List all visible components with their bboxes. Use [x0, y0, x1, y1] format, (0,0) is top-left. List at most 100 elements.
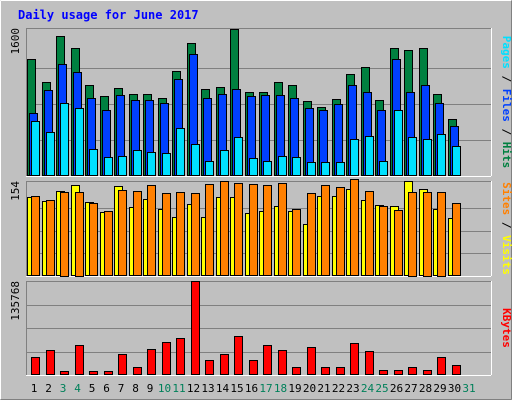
bar-sites-day-29 [437, 192, 446, 277]
x-tick-label-day-30: 30 [448, 382, 461, 395]
bar-pages-day-1 [31, 121, 40, 176]
bar-kbytes-day-18 [278, 350, 287, 375]
bar-pages-day-4 [75, 108, 84, 176]
bar-kbytes-day-14 [220, 354, 229, 375]
x-tick-label-day-22: 22 [332, 382, 345, 395]
bar-pages-day-9 [147, 152, 156, 176]
x-axis-day-labels: 1 2 3 4 5 6 7 8 9 10 11 12 13 14 15 16 17 18 19 20 21 22 23 24 2… [31, 382, 476, 395]
bar-kbytes-day-29 [437, 357, 446, 375]
bar-sites-day-11 [176, 192, 185, 276]
bar-pages-day-17 [263, 161, 272, 176]
x-tick-label-day-13: 13 [201, 382, 214, 395]
x-tick-label-day-8: 8 [132, 382, 139, 395]
chart-panels: 1600 Pages / Files / Hits 154 Sites / Visit… [9, 28, 512, 376]
x-tick-label-day-23: 23 [346, 382, 359, 395]
bar-kbytes-day-6 [104, 371, 113, 375]
bar-kbytes-day-13 [205, 360, 214, 375]
bar-pages-day-26 [394, 110, 403, 176]
x-tick-label-day-31: 31 [462, 382, 475, 395]
x-tick-label-day-20: 20 [303, 382, 316, 395]
bar-sites-day-8 [133, 191, 142, 276]
bar-sites-day-21 [321, 185, 330, 276]
side-legend-label: / [500, 122, 512, 142]
bar-pages-day-18 [278, 156, 287, 176]
bar-kbytes-day-9 [147, 349, 156, 375]
bar-sites-day-3 [60, 192, 69, 277]
x-tick-label-day-9: 9 [147, 382, 154, 395]
bar-kbytes-day-20 [307, 347, 316, 375]
x-tick-label-day-11: 11 [172, 382, 185, 395]
bar-sites-day-12 [191, 193, 200, 276]
bar-pages-day-12 [191, 144, 200, 176]
bar-kbytes-day-12 [191, 281, 200, 375]
side-legend-label: Hits [500, 142, 512, 169]
bar-kbytes-day-8 [133, 367, 142, 375]
bar-pages-day-24 [365, 136, 374, 176]
bar-kbytes-day-1 [31, 357, 40, 375]
bar-kbytes-day-26 [394, 370, 403, 375]
bar-sites-day-10 [162, 193, 171, 276]
x-tick-label-day-16: 16 [245, 382, 258, 395]
x-tick-label-day-5: 5 [89, 382, 96, 395]
x-tick-label-day-18: 18 [274, 382, 287, 395]
bar-sites-day-25 [379, 206, 388, 276]
bar-kbytes-day-10 [162, 342, 171, 375]
x-tick-label-day-6: 6 [103, 382, 110, 395]
side-legend-label: Pages [500, 36, 512, 69]
bar-pages-day-13 [205, 161, 214, 176]
bar-sites-day-4 [75, 192, 84, 277]
side-legend-label: / [500, 215, 512, 235]
bar-pages-day-22 [336, 162, 345, 176]
x-tick-label-day-4: 4 [74, 382, 81, 395]
bar-pages-day-28 [423, 139, 432, 176]
x-tick-label-day-26: 26 [390, 382, 403, 395]
bar-pages-day-10 [162, 153, 171, 176]
x-tick-label-day-27: 27 [404, 382, 417, 395]
x-tick-label-day-3: 3 [60, 382, 67, 395]
bar-sites-day-6 [104, 211, 113, 276]
bar-sites-day-27 [408, 192, 417, 277]
bar-sites-day-17 [263, 185, 272, 276]
side-legend: KBytes [500, 308, 512, 348]
bar-kbytes-day-25 [379, 370, 388, 375]
bar-pages-day-15 [234, 137, 243, 176]
bar-kbytes-day-23 [350, 343, 359, 375]
x-tick-label-day-1: 1 [31, 382, 38, 395]
bar-pages-day-23 [350, 139, 359, 176]
x-tick-label-day-10: 10 [158, 382, 171, 395]
bar-sites-day-24 [365, 191, 374, 276]
side-legend-label: Sites [500, 182, 512, 215]
side-legend-label: Files [500, 89, 512, 122]
panel-hits-files-pages: 1600 Pages / Files / Hits [9, 28, 512, 177]
bar-kbytes-day-3 [60, 371, 69, 375]
bar-sites-day-5 [89, 203, 98, 276]
bar-kbytes-day-17 [263, 345, 272, 375]
bar-sites-day-28 [423, 192, 432, 277]
bar-pages-day-7 [118, 156, 127, 176]
bar-sites-day-15 [234, 183, 243, 276]
bar-pages-day-20 [307, 162, 316, 176]
bar-pages-day-6 [104, 157, 113, 176]
bar-pages-day-29 [437, 134, 446, 176]
x-tick-label-day-24: 24 [361, 382, 375, 395]
bar-sites-day-26 [394, 210, 403, 276]
bar-kbytes-day-5 [89, 371, 98, 375]
bar-pages-day-16 [249, 158, 258, 176]
bar-kbytes-day-19 [292, 367, 301, 375]
bar-kbytes-day-21 [321, 367, 330, 375]
chart-title: Daily usage for June 2017 [18, 8, 199, 22]
bar-sites-day-30 [452, 203, 461, 276]
side-legend-label: / [500, 69, 512, 89]
bar-pages-day-25 [379, 161, 388, 176]
bar-sites-day-16 [249, 184, 258, 276]
bar-sites-day-14 [220, 181, 229, 276]
bar-sites-day-1 [31, 196, 40, 276]
side-legend: Sites / Visits [500, 182, 512, 275]
x-tick-label-day-19: 19 [288, 382, 301, 395]
x-tick-label-day-17: 17 [259, 382, 272, 395]
bar-kbytes-day-30 [452, 365, 461, 375]
side-legend-label: Visits [500, 235, 512, 275]
bar-sites-day-2 [46, 200, 55, 276]
bar-sites-day-20 [307, 193, 316, 276]
bar-pages-day-2 [46, 132, 55, 176]
